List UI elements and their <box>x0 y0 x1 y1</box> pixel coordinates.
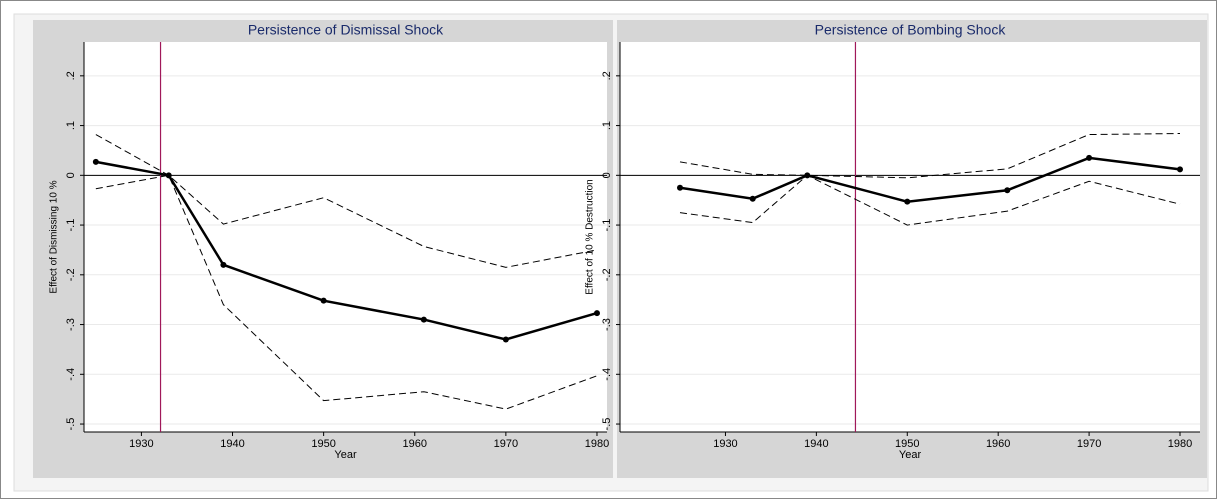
point <box>92 158 99 165</box>
ci-line <box>95 174 598 410</box>
x-axis-title: Year <box>334 449 357 461</box>
ci-line <box>679 174 1181 226</box>
point <box>593 310 600 317</box>
point <box>749 195 756 202</box>
ci-line <box>95 134 598 268</box>
x-tick-label: 1930 <box>713 438 737 450</box>
point <box>904 198 911 205</box>
y-tick-label: -.2 <box>601 268 613 281</box>
point <box>1004 187 1011 194</box>
y-tick-label: .1 <box>601 121 613 130</box>
y-tick-label: -.1 <box>65 219 77 232</box>
point <box>1086 154 1093 161</box>
y-tick-label: .1 <box>65 121 77 130</box>
x-tick-label: 1940 <box>804 438 828 450</box>
x-tick-label: 1950 <box>895 438 919 450</box>
y-tick-label: -.3 <box>601 318 613 331</box>
y-tick-label: -.4 <box>601 368 613 381</box>
x-tick-label: 1960 <box>986 438 1010 450</box>
y-tick-label: .2 <box>65 71 77 80</box>
x-tick-label: 1950 <box>311 438 335 450</box>
y-tick-label: -.5 <box>601 418 613 431</box>
y-tick-label: 0 <box>601 172 613 178</box>
y-tick-label: -.3 <box>65 318 77 331</box>
plot-area <box>620 42 1200 432</box>
y-tick-label: 0 <box>65 172 77 178</box>
point <box>220 261 227 268</box>
x-tick-label: 1940 <box>220 438 244 450</box>
x-tick-label: 1980 <box>585 438 609 450</box>
panel-title: Persistence of Bombing Shock <box>815 22 1007 38</box>
plot-area <box>84 42 607 432</box>
point <box>502 336 509 343</box>
x-tick-label: 1970 <box>494 438 518 450</box>
y-tick-label: -.2 <box>65 268 77 281</box>
y-tick-label: -.5 <box>65 418 77 431</box>
x-tick-label: 1930 <box>129 438 153 450</box>
x-tick-label: 1970 <box>1077 438 1101 450</box>
y-axis-title: Effect of Dismissing 10 % <box>49 180 60 293</box>
point <box>320 297 327 304</box>
y-tick-label: -.4 <box>65 368 77 381</box>
x-tick-label: 1960 <box>403 438 427 450</box>
point <box>420 316 427 323</box>
x-tick-label: 1980 <box>1168 438 1192 450</box>
y-tick-label: .2 <box>601 71 613 80</box>
x-axis-title: Year <box>899 449 922 461</box>
panel-title: Persistence of Dismissal Shock <box>248 22 444 38</box>
y-tick-label: -.1 <box>601 219 613 232</box>
y-axis-title: Effect of 10 % Destruction <box>585 179 596 294</box>
point <box>677 184 683 191</box>
point <box>1177 166 1183 173</box>
